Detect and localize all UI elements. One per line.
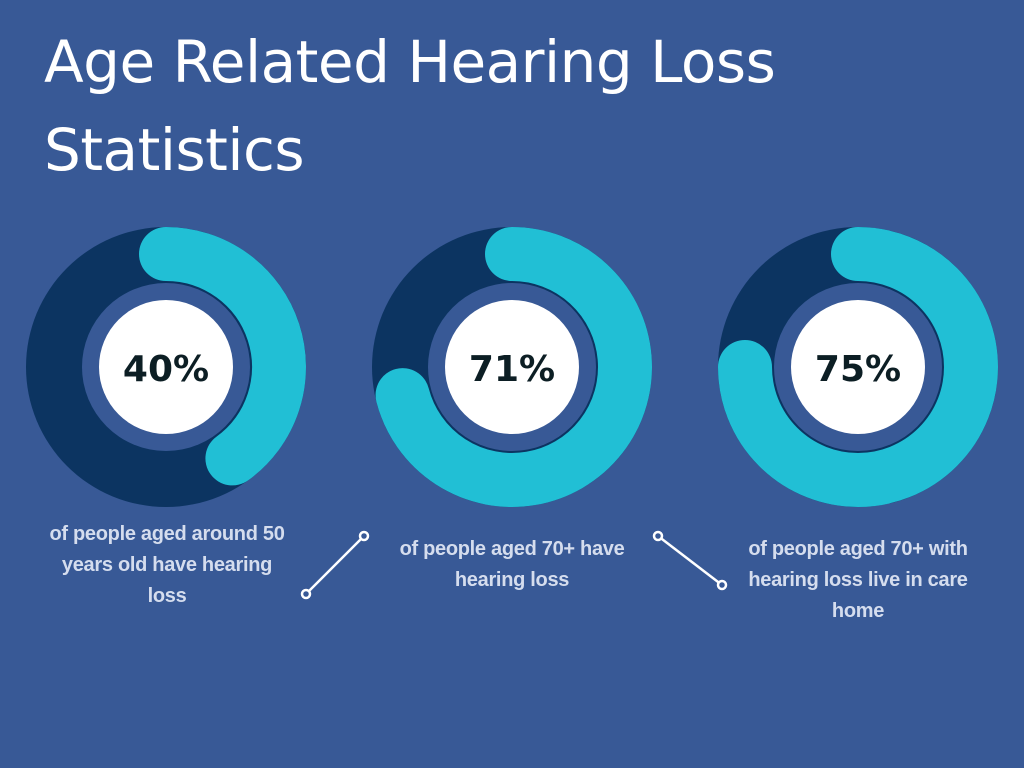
donut-value-label: 75% bbox=[815, 349, 901, 390]
donut-progress-arc bbox=[139, 227, 306, 486]
donut-progress-arc bbox=[718, 227, 998, 507]
donut-center bbox=[445, 300, 579, 434]
donut-chart-3: 75% bbox=[718, 227, 998, 507]
donut-progress-arc bbox=[375, 227, 652, 507]
caption-3: of people aged 70+ with hearing loss liv… bbox=[748, 538, 968, 622]
connector-1 bbox=[300, 530, 370, 600]
donut-value-label: 71% bbox=[469, 349, 555, 390]
caption-1: of people aged around 50 years old have … bbox=[49, 523, 285, 607]
donut-chart-1: 40% bbox=[26, 227, 306, 507]
donut-value-label: 40% bbox=[123, 349, 209, 390]
donut-chart-2: 71% bbox=[372, 227, 652, 507]
donut-center bbox=[99, 300, 233, 434]
page-title: Age Related Hearing Loss Statistics bbox=[44, 28, 776, 184]
donut-center bbox=[791, 300, 925, 434]
connector-2 bbox=[652, 530, 728, 591]
caption-2: of people aged 70+ have hearing loss bbox=[399, 538, 625, 591]
